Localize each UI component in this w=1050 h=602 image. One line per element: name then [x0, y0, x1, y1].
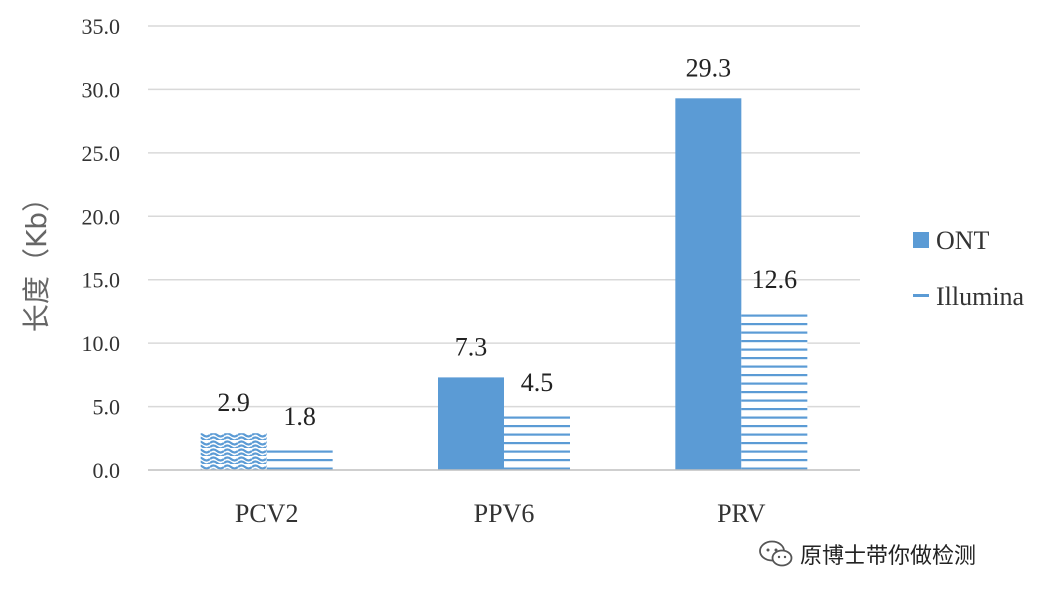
legend-swatch-illumina	[913, 294, 929, 297]
bar-ont-ppv6	[438, 377, 504, 470]
data-label: 1.8	[283, 402, 316, 431]
gridlines	[148, 25, 860, 408]
bar-illumina-prv	[741, 310, 808, 470]
y-tick-label: 35.0	[82, 14, 121, 39]
bar-ont-prv	[675, 98, 742, 471]
y-axis-label: 长度（Kb）	[20, 184, 53, 332]
y-tick-label: 15.0	[82, 268, 121, 293]
x-category-label: PPV6	[474, 499, 535, 528]
x-axis-categories: PCV2 PPV6 PRV	[235, 499, 766, 528]
x-category-label: PRV	[717, 499, 766, 528]
data-label: 4.5	[521, 368, 554, 397]
bar-illumina-ppv6	[504, 412, 570, 470]
legend-label-illumina: Illumina	[936, 282, 1025, 311]
bar-illumina-pcv2	[266, 447, 333, 470]
wechat-icon	[759, 540, 793, 567]
watermark-text: 原博士带你做检测	[800, 544, 977, 569]
y-tick-label: 20.0	[82, 204, 121, 229]
data-label: 29.3	[686, 53, 732, 82]
data-label: 12.6	[752, 265, 798, 294]
data-labels: 2.9 1.8 7.3 4.5 29.3 12.6	[217, 53, 797, 431]
y-tick-label: 5.0	[93, 395, 121, 420]
bar-ont-pcv2	[200, 433, 267, 470]
y-axis-ticks: 0.0 5.0 10.0 15.0 20.0 25.0 30.0 35.0	[82, 14, 121, 483]
legend-swatch-ont	[913, 232, 929, 248]
data-label: 7.3	[455, 332, 488, 361]
legend: ONT Illumina	[913, 226, 1025, 311]
legend-label-ont: ONT	[936, 226, 990, 255]
y-tick-label: 25.0	[82, 141, 121, 166]
x-category-label: PCV2	[235, 499, 299, 528]
y-tick-label: 10.0	[82, 331, 121, 356]
bars	[200, 98, 808, 471]
y-tick-label: 0.0	[93, 458, 121, 483]
watermark: 原博士带你做检测	[758, 538, 976, 570]
data-label: 2.9	[217, 388, 250, 417]
y-tick-label: 30.0	[82, 77, 121, 102]
